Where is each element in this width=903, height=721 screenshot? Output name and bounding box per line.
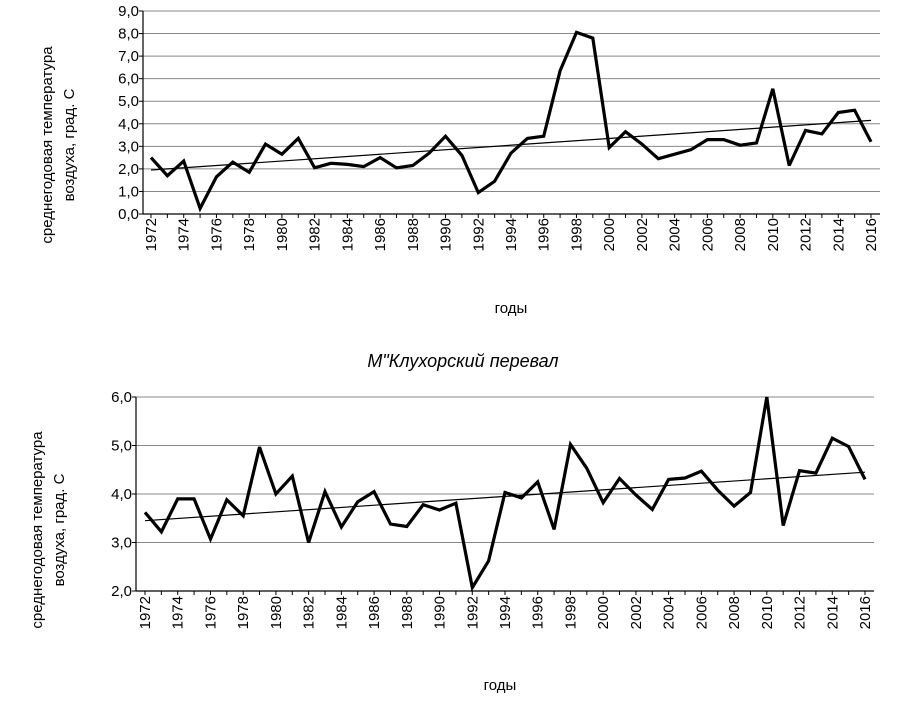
y-tick-label: 1,0 bbox=[118, 183, 139, 200]
x-tick-label: 1978 bbox=[241, 218, 258, 251]
x-tick-label: 2000 bbox=[595, 596, 612, 629]
x-tick-label: 2014 bbox=[830, 218, 847, 251]
y-tick-label: 8,0 bbox=[118, 26, 139, 43]
temperature-chart-top: 0,01,02,03,04,05,06,07,08,09,0 1972 1974 1… bbox=[39, 3, 880, 317]
x-tick-label: 1994 bbox=[497, 596, 514, 629]
y-tick-label: 4,0 bbox=[118, 116, 139, 133]
x-axis-title: годы bbox=[495, 300, 528, 317]
x-tick-label: 2008 bbox=[726, 596, 743, 629]
x-tick-label: 2002 bbox=[628, 596, 645, 629]
x-tick-label: 1980 bbox=[268, 596, 285, 629]
x-tick-label: 1988 bbox=[399, 596, 416, 629]
x-tick-label: 1998 bbox=[562, 596, 579, 629]
data-series bbox=[149, 30, 873, 213]
trend-line bbox=[150, 119, 872, 171]
x-tick-label: 2016 bbox=[857, 596, 874, 629]
y-axis-title-line-2: воздуха, град. С bbox=[51, 473, 68, 586]
x-tick-label: 1978 bbox=[235, 596, 252, 629]
x-tick-label: 2012 bbox=[792, 596, 809, 629]
y-tick-labels: 2,0 3,0 4,0 5,0 6,0 bbox=[111, 389, 132, 600]
y-tick-label: 3,0 bbox=[111, 535, 132, 552]
y-tick-label: 6,0 bbox=[111, 389, 132, 406]
y-tick-label: 7,0 bbox=[118, 48, 139, 65]
x-tick-label: 2002 bbox=[634, 218, 651, 251]
series-line bbox=[143, 396, 867, 592]
y-tick-label: 3,0 bbox=[118, 138, 139, 155]
x-tick-label: 1974 bbox=[176, 218, 193, 251]
x-tick-label: 1982 bbox=[307, 218, 324, 251]
x-tick-label: 1984 bbox=[339, 218, 356, 251]
x-tick-label: 2004 bbox=[667, 218, 684, 251]
x-tick-label: 2016 bbox=[863, 218, 880, 251]
y-tick-label: 4,0 bbox=[111, 486, 132, 503]
y-tick-label: 5,0 bbox=[118, 93, 139, 110]
y-tick-label: 2,0 bbox=[118, 161, 139, 178]
y-tick-label: 0,0 bbox=[118, 206, 139, 223]
trend-line bbox=[150, 119, 872, 171]
x-tick-label: 1982 bbox=[301, 596, 318, 629]
x-tick-label: 1980 bbox=[274, 218, 291, 251]
temperature-chart-bottom: М"Клухорский перевал 2,0 3,0 4,0 5,0 6,0 197… bbox=[29, 351, 874, 694]
x-tick-label: 1976 bbox=[202, 596, 219, 629]
y-tick-label: 5,0 bbox=[111, 438, 132, 455]
x-tick-label: 1986 bbox=[366, 596, 383, 629]
x-tick-label: 1992 bbox=[470, 218, 487, 251]
x-tick-label: 2006 bbox=[693, 596, 710, 629]
x-tick-label: 1990 bbox=[432, 596, 449, 629]
chart-title: М"Клухорский перевал bbox=[367, 351, 558, 371]
x-axis-title: годы bbox=[484, 677, 517, 694]
axes bbox=[139, 10, 880, 218]
x-tick-labels: 1972 1974 1976 1978 1980 1982 1984 1986 1988 1990… bbox=[143, 218, 880, 251]
x-tick-label: 1998 bbox=[568, 218, 585, 251]
x-tick-label: 1994 bbox=[503, 218, 520, 251]
gridlines bbox=[136, 396, 874, 543]
y-axis-title-line-2: воздуха, град. С bbox=[61, 88, 78, 201]
y-tick-label: 2,0 bbox=[111, 583, 132, 600]
x-tick-label: 1992 bbox=[464, 596, 481, 629]
x-tick-label: 2014 bbox=[824, 596, 841, 629]
x-tick-label: 2006 bbox=[699, 218, 716, 251]
x-tick-label: 2008 bbox=[732, 218, 749, 251]
x-tick-label: 1996 bbox=[530, 596, 547, 629]
x-tick-label: 2000 bbox=[601, 218, 618, 251]
y-tick-labels: 0,0 1,0 2,0 3,0 4,0 5,0 6,0 7,0 8,0 9,0 bbox=[118, 3, 139, 223]
x-tick-label: 1988 bbox=[405, 218, 422, 251]
x-tick-label: 1972 bbox=[143, 218, 160, 251]
x-tick-labels: 1972 1974 1976 1978 1980 1982 1984 1986 1988 1990… bbox=[137, 596, 874, 629]
axes bbox=[132, 396, 874, 595]
x-tick-label: 2004 bbox=[661, 596, 678, 629]
y-tick-label: 9,0 bbox=[118, 3, 139, 20]
x-tick-label: 1996 bbox=[536, 218, 553, 251]
x-tick-label: 2010 bbox=[765, 218, 782, 251]
x-tick-label: 1974 bbox=[170, 596, 187, 629]
data-series bbox=[143, 396, 867, 592]
x-tick-label: 1976 bbox=[208, 218, 225, 251]
y-axis-title-line-1: среднегодовая температура bbox=[29, 431, 46, 629]
x-tick-label: 1990 bbox=[438, 218, 455, 251]
x-tick-label: 1972 bbox=[137, 596, 154, 629]
x-tick-label: 2010 bbox=[759, 596, 776, 629]
y-tick-label: 6,0 bbox=[118, 71, 139, 88]
y-axis-title-line-1: среднегодовая температура bbox=[39, 46, 56, 244]
series-line bbox=[149, 30, 873, 213]
x-tick-label: 2012 bbox=[798, 218, 815, 251]
x-tick-label: 1986 bbox=[372, 218, 389, 251]
x-tick-label: 1984 bbox=[333, 596, 350, 629]
